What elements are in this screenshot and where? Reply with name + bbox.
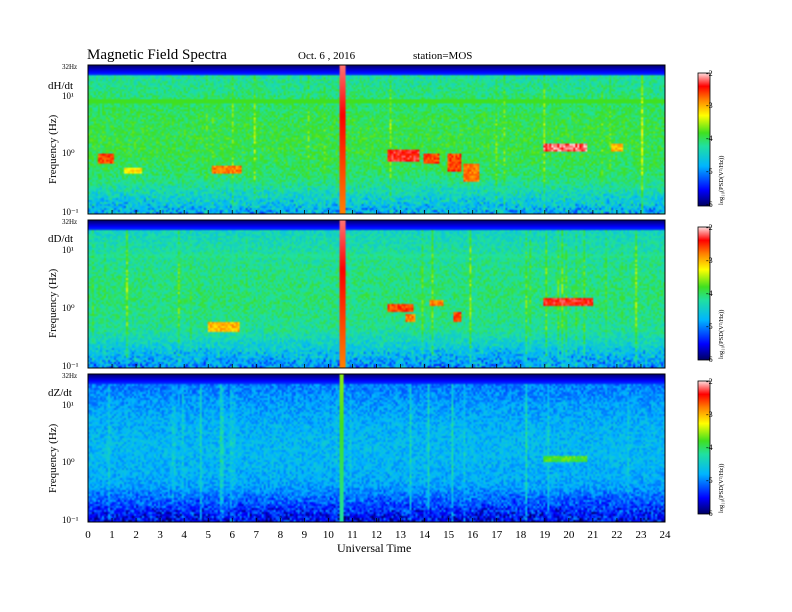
x-tick-label: 6 xyxy=(230,529,236,541)
x-tick-label: 21 xyxy=(587,529,598,541)
top-label-dh: 32Hz xyxy=(62,63,77,71)
cb-tick-dz-5: -6 xyxy=(706,509,713,518)
cb-tick-dh-5: -6 xyxy=(706,200,713,209)
x-tick-label: 24 xyxy=(660,529,672,541)
x-tick-label: 14 xyxy=(419,529,431,541)
ytick-dh-2: 10⁰ xyxy=(62,148,75,158)
date-label: Oct. 6 , 2016 xyxy=(298,50,356,62)
colorbar-dz xyxy=(697,380,711,515)
top-label-dz: 32Hz xyxy=(62,372,77,380)
ylabel-dz: Frequency (Hz) xyxy=(47,423,59,493)
cb-tick-dh-3: -4 xyxy=(706,134,713,143)
figure-title: Magnetic Field Spectra xyxy=(87,47,227,63)
cb-tick-dz-1: -2 xyxy=(706,377,713,386)
panel-dh: dH/dt 32Hz 10¹ 10⁰ 10⁻¹ Frequency (Hz) -… xyxy=(47,63,725,217)
colorbar-dh xyxy=(697,72,711,207)
panel-label-dd: dD/dt xyxy=(48,233,73,245)
cb-tick-dd-3: -4 xyxy=(706,289,713,298)
x-tick-label: 2 xyxy=(133,529,139,541)
ytick-dd-2: 10⁰ xyxy=(62,303,75,313)
spectrogram-dh xyxy=(88,65,665,214)
cb-tick-dd-1: -2 xyxy=(706,223,713,232)
ylabel-dh: Frequency (Hz) xyxy=(47,114,59,184)
ytick-dz-1: 10¹ xyxy=(62,400,74,410)
station-label: station=MOS xyxy=(413,50,472,62)
x-tick-label: 5 xyxy=(205,529,211,541)
x-tick-label: 1 xyxy=(109,529,115,541)
cb-label-dh: log₁₀(PSD(V²/Hz)) xyxy=(718,156,725,205)
panel-label-dh: dH/dt xyxy=(48,80,73,92)
x-tick-label: 9 xyxy=(302,529,308,541)
panel-dd: dD/dt 32Hz 10¹ 10⁰ 10⁻¹ Frequency (Hz) -… xyxy=(47,218,725,371)
x-tick-label: 16 xyxy=(467,529,479,541)
x-axis-label: Universal Time xyxy=(337,541,411,555)
x-tick-label: 17 xyxy=(491,529,503,541)
cb-tick-dd-5: -6 xyxy=(706,355,713,364)
x-tick-label: 3 xyxy=(157,529,163,541)
x-tick-label: 4 xyxy=(181,529,187,541)
panel-label-dz: dZ/dt xyxy=(48,387,72,399)
x-tick-label: 13 xyxy=(395,529,407,541)
colorbar-dd xyxy=(697,226,711,361)
cb-label-dd: log₁₀(PSD(V²/Hz)) xyxy=(718,310,725,359)
ytick-dz-3: 10⁻¹ xyxy=(62,515,79,525)
ytick-dz-2: 10⁰ xyxy=(62,457,75,467)
x-tick-label: 10 xyxy=(323,529,335,541)
cb-tick-dh-1: -2 xyxy=(706,69,713,78)
x-tick-label: 19 xyxy=(539,529,551,541)
panel-dz: dZ/dt 32Hz 10¹ 10⁰ 10⁻¹ Frequency (Hz) -… xyxy=(47,372,725,525)
cb-tick-dd-4: -5 xyxy=(706,322,713,331)
cb-tick-dz-3: -4 xyxy=(706,443,713,452)
x-tick-label: 7 xyxy=(254,529,260,541)
x-tick-label: 8 xyxy=(278,529,284,541)
x-tick-label: 0 xyxy=(85,529,91,541)
cb-tick-dz-2: -3 xyxy=(706,410,713,419)
cb-tick-dd-2: -3 xyxy=(706,256,713,265)
ytick-dh-1: 10¹ xyxy=(62,91,74,101)
x-tick-label: 23 xyxy=(635,529,647,541)
top-label-dd: 32Hz xyxy=(62,218,77,226)
x-tick-label: 18 xyxy=(515,529,527,541)
ylabel-dd: Frequency (Hz) xyxy=(47,268,59,338)
cb-tick-dh-2: -3 xyxy=(706,101,713,110)
spectrogram-dd xyxy=(88,220,665,368)
x-tick-label: 11 xyxy=(347,529,358,541)
x-axis: 0 1 2 3 4 5 6 7 8 9 10 11 12 13 14 15 16 17 18 19 20 21 22 23 24 xyxy=(85,210,671,541)
x-tick-label: 12 xyxy=(371,529,382,541)
ytick-dh-3: 10⁻¹ xyxy=(62,207,79,217)
ytick-dd-3: 10⁻¹ xyxy=(62,361,79,371)
x-tick-label: 22 xyxy=(611,529,622,541)
cb-label-dz: log₁₀(PSD(V²/Hz)) xyxy=(718,464,725,513)
spectrogram-dz xyxy=(88,374,665,522)
cb-tick-dh-4: -5 xyxy=(706,167,713,176)
ytick-dd-1: 10¹ xyxy=(62,245,74,255)
x-tick-label: 15 xyxy=(443,529,455,541)
cb-tick-dz-4: -5 xyxy=(706,476,713,485)
x-tick-label: 20 xyxy=(563,529,575,541)
